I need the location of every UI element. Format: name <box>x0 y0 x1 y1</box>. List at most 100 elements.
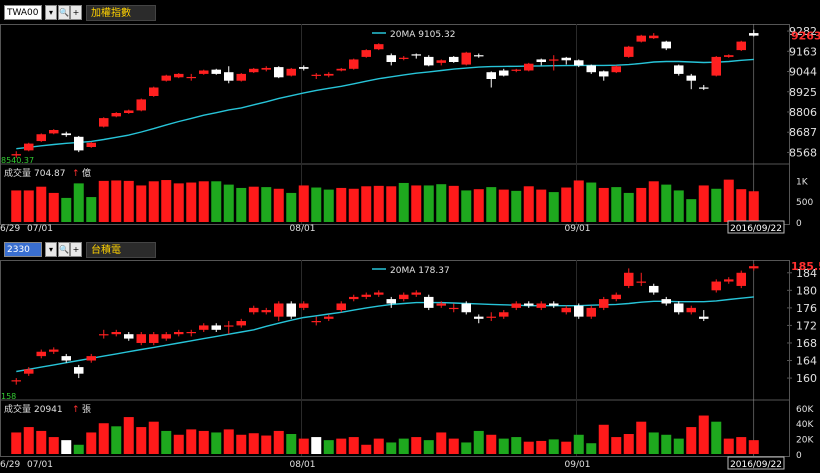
volume-bar <box>73 444 84 454</box>
volume-bar <box>98 423 109 454</box>
volume-bar <box>373 438 384 454</box>
candle-body <box>586 307 596 317</box>
date-marker-label: 2016/09/22 <box>730 460 782 470</box>
candle-body <box>499 70 509 76</box>
symbol-input[interactable]: TWA00 <box>4 5 42 20</box>
volume-bar <box>173 434 184 454</box>
candle-body <box>274 303 284 317</box>
candle-body <box>111 332 121 335</box>
volume-legend-value: 20941 <box>34 405 63 415</box>
y-tick-label: 160 <box>796 372 817 385</box>
candle-body <box>199 325 209 330</box>
volume-bar <box>536 440 547 454</box>
dropdown-arrow-icon[interactable]: ▾ <box>45 242 57 257</box>
candle-body <box>399 57 409 59</box>
volume-bar <box>423 185 434 222</box>
candle-body <box>199 70 209 74</box>
volume-bar <box>298 185 309 222</box>
candle-body <box>349 296 359 300</box>
volume-bar <box>436 184 447 222</box>
volume-bar <box>523 186 534 222</box>
volume-bar <box>723 438 734 454</box>
volume-up-arrow-icon: ↑ <box>72 169 80 179</box>
volume-legend-title: 成交量 <box>4 403 31 415</box>
candle-body <box>61 133 71 136</box>
volume-bar <box>411 185 422 222</box>
candle-body <box>399 294 409 300</box>
candle-body <box>699 316 709 319</box>
plot-frame <box>0 260 790 457</box>
candle-body <box>236 73 246 81</box>
volume-bar <box>223 184 234 222</box>
candle-body <box>336 68 346 71</box>
volume-bar <box>473 430 484 454</box>
add-icon[interactable]: + <box>70 5 82 20</box>
candle-body <box>486 72 496 79</box>
volume-bar <box>523 441 534 454</box>
volume-bar <box>461 442 472 454</box>
x-tick-label: 09/01 <box>565 460 591 470</box>
dropdown-arrow-icon[interactable]: ▾ <box>45 5 57 20</box>
candle-body <box>461 52 471 65</box>
volume-tick-label: 20K <box>796 436 814 446</box>
candle-body <box>574 60 584 66</box>
candle-body <box>211 69 221 74</box>
volume-up-arrow-icon: ↑ <box>72 405 80 415</box>
panel-1-chart: 8568 8687 8806 8925 9044 9163 9282 6/29 07/01 08/… <box>0 24 820 234</box>
candle-body <box>224 72 234 81</box>
volume-bar <box>86 432 97 454</box>
y-tick-label: 168 <box>796 337 817 350</box>
candle-body <box>624 46 634 57</box>
volume-tick-label: 0 <box>796 451 802 461</box>
volume-bar <box>261 187 272 222</box>
volume-bar <box>398 182 409 222</box>
x-tick-label: 08/01 <box>290 460 316 470</box>
volume-bar <box>23 427 34 454</box>
volume-bar <box>511 437 522 454</box>
candle-body <box>211 325 221 330</box>
volume-bar <box>323 440 334 454</box>
symbol-input[interactable]: 2330 <box>4 242 42 257</box>
x-tick-label: 6/29 <box>0 224 20 234</box>
volume-bar <box>311 437 322 454</box>
candle-body <box>511 69 521 71</box>
volume-bar <box>136 185 147 222</box>
candle-body <box>224 325 234 327</box>
candle-body <box>374 44 384 50</box>
add-icon[interactable]: + <box>70 242 82 257</box>
candle-body <box>149 87 159 96</box>
candle-body <box>436 303 446 306</box>
search-icon[interactable]: 🔍 <box>58 5 70 20</box>
candle-body <box>511 303 521 308</box>
volume-bar <box>161 180 172 222</box>
volume-bar <box>61 197 72 222</box>
candle-body <box>599 71 609 77</box>
volume-bar <box>573 434 584 454</box>
candle-body <box>49 130 59 134</box>
candle-body <box>686 75 696 81</box>
volume-bar <box>486 187 497 222</box>
candle-body <box>311 74 321 76</box>
volume-bar <box>486 434 497 454</box>
volume-bar <box>311 187 322 222</box>
volume-bar <box>561 187 572 222</box>
candle-body <box>86 356 96 361</box>
volume-bar <box>736 189 747 222</box>
candle-body <box>186 76 196 79</box>
ma-legend-label: 20MA 9105.32 <box>390 30 455 40</box>
volume-legend-unit: 億 <box>82 167 91 179</box>
y-tick-label: 8687 <box>789 126 817 139</box>
ma20-line <box>16 58 754 150</box>
candle-body <box>574 305 584 317</box>
volume-bar <box>73 183 84 222</box>
volume-bar <box>636 421 647 454</box>
candle-body <box>261 67 271 70</box>
volume-bar <box>261 435 272 454</box>
volume-bar <box>348 188 359 222</box>
search-icon[interactable]: 🔍 <box>58 242 70 257</box>
volume-bar <box>148 181 159 222</box>
volume-bar <box>48 437 59 454</box>
candle-body <box>724 279 734 282</box>
volume-bar <box>298 438 309 454</box>
candle-body <box>599 299 609 308</box>
